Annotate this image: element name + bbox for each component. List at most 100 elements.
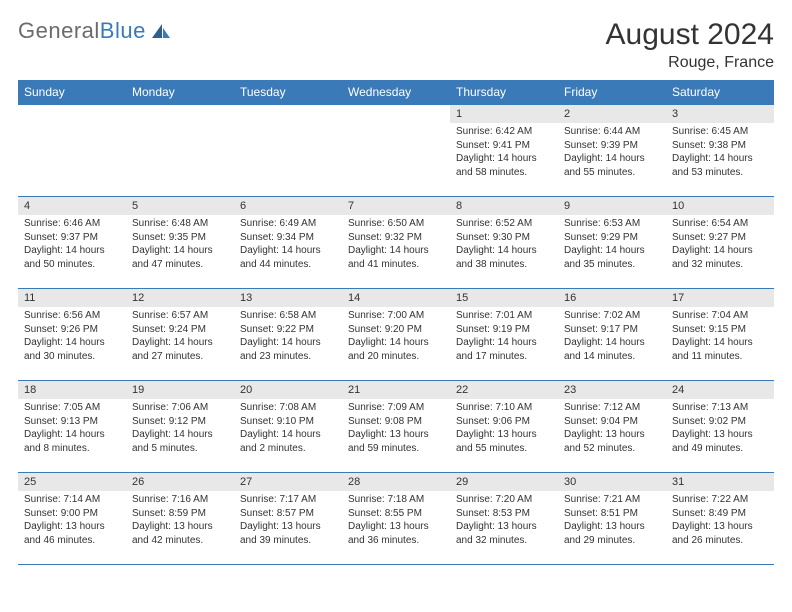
day-details: Sunrise: 7:09 AMSunset: 9:08 PMDaylight:… bbox=[342, 399, 450, 459]
day-details: Sunrise: 6:52 AMSunset: 9:30 PMDaylight:… bbox=[450, 215, 558, 275]
day-details: Sunrise: 7:10 AMSunset: 9:06 PMDaylight:… bbox=[450, 399, 558, 459]
calendar-cell: 4Sunrise: 6:46 AMSunset: 9:37 PMDaylight… bbox=[18, 197, 126, 289]
calendar-row: 18Sunrise: 7:05 AMSunset: 9:13 PMDayligh… bbox=[18, 381, 774, 473]
day-details: Sunrise: 7:12 AMSunset: 9:04 PMDaylight:… bbox=[558, 399, 666, 459]
day-details: Sunrise: 7:00 AMSunset: 9:20 PMDaylight:… bbox=[342, 307, 450, 367]
calendar-cell: 30Sunrise: 7:21 AMSunset: 8:51 PMDayligh… bbox=[558, 473, 666, 565]
day-number: 30 bbox=[558, 473, 666, 491]
day-number: 20 bbox=[234, 381, 342, 399]
day-number: 23 bbox=[558, 381, 666, 399]
calendar-cell bbox=[234, 105, 342, 197]
day-details: Sunrise: 7:17 AMSunset: 8:57 PMDaylight:… bbox=[234, 491, 342, 551]
day-details: Sunrise: 7:02 AMSunset: 9:17 PMDaylight:… bbox=[558, 307, 666, 367]
calendar-cell: 1Sunrise: 6:42 AMSunset: 9:41 PMDaylight… bbox=[450, 105, 558, 197]
calendar-cell: 15Sunrise: 7:01 AMSunset: 9:19 PMDayligh… bbox=[450, 289, 558, 381]
calendar-cell: 18Sunrise: 7:05 AMSunset: 9:13 PMDayligh… bbox=[18, 381, 126, 473]
calendar-cell: 10Sunrise: 6:54 AMSunset: 9:27 PMDayligh… bbox=[666, 197, 774, 289]
day-details: Sunrise: 7:18 AMSunset: 8:55 PMDaylight:… bbox=[342, 491, 450, 551]
day-details: Sunrise: 7:20 AMSunset: 8:53 PMDaylight:… bbox=[450, 491, 558, 551]
calendar-cell: 13Sunrise: 6:58 AMSunset: 9:22 PMDayligh… bbox=[234, 289, 342, 381]
day-header: Tuesday bbox=[234, 80, 342, 105]
calendar-cell: 7Sunrise: 6:50 AMSunset: 9:32 PMDaylight… bbox=[342, 197, 450, 289]
day-details: Sunrise: 6:53 AMSunset: 9:29 PMDaylight:… bbox=[558, 215, 666, 275]
calendar-cell: 23Sunrise: 7:12 AMSunset: 9:04 PMDayligh… bbox=[558, 381, 666, 473]
day-number: 22 bbox=[450, 381, 558, 399]
day-header: Friday bbox=[558, 80, 666, 105]
calendar-cell: 21Sunrise: 7:09 AMSunset: 9:08 PMDayligh… bbox=[342, 381, 450, 473]
day-header: Monday bbox=[126, 80, 234, 105]
day-details: Sunrise: 6:46 AMSunset: 9:37 PMDaylight:… bbox=[18, 215, 126, 275]
day-header: Sunday bbox=[18, 80, 126, 105]
day-details: Sunrise: 7:08 AMSunset: 9:10 PMDaylight:… bbox=[234, 399, 342, 459]
day-details: Sunrise: 6:58 AMSunset: 9:22 PMDaylight:… bbox=[234, 307, 342, 367]
calendar-cell: 6Sunrise: 6:49 AMSunset: 9:34 PMDaylight… bbox=[234, 197, 342, 289]
day-header: Thursday bbox=[450, 80, 558, 105]
day-number: 12 bbox=[126, 289, 234, 307]
calendar-cell: 2Sunrise: 6:44 AMSunset: 9:39 PMDaylight… bbox=[558, 105, 666, 197]
calendar-cell: 3Sunrise: 6:45 AMSunset: 9:38 PMDaylight… bbox=[666, 105, 774, 197]
calendar-cell: 20Sunrise: 7:08 AMSunset: 9:10 PMDayligh… bbox=[234, 381, 342, 473]
header: GeneralBlue August 2024 Rouge, France bbox=[18, 18, 774, 72]
calendar-cell bbox=[18, 105, 126, 197]
day-details: Sunrise: 6:48 AMSunset: 9:35 PMDaylight:… bbox=[126, 215, 234, 275]
calendar-cell: 14Sunrise: 7:00 AMSunset: 9:20 PMDayligh… bbox=[342, 289, 450, 381]
calendar-cell: 19Sunrise: 7:06 AMSunset: 9:12 PMDayligh… bbox=[126, 381, 234, 473]
day-number: 3 bbox=[666, 105, 774, 123]
day-details: Sunrise: 7:01 AMSunset: 9:19 PMDaylight:… bbox=[450, 307, 558, 367]
calendar-cell: 28Sunrise: 7:18 AMSunset: 8:55 PMDayligh… bbox=[342, 473, 450, 565]
day-details: Sunrise: 6:49 AMSunset: 9:34 PMDaylight:… bbox=[234, 215, 342, 275]
day-number: 31 bbox=[666, 473, 774, 491]
logo: GeneralBlue bbox=[18, 18, 172, 44]
location: Rouge, France bbox=[606, 54, 774, 72]
day-details: Sunrise: 6:45 AMSunset: 9:38 PMDaylight:… bbox=[666, 123, 774, 183]
day-header-row: Sunday Monday Tuesday Wednesday Thursday… bbox=[18, 80, 774, 105]
day-number: 25 bbox=[18, 473, 126, 491]
day-details: Sunrise: 7:14 AMSunset: 9:00 PMDaylight:… bbox=[18, 491, 126, 551]
calendar-cell: 29Sunrise: 7:20 AMSunset: 8:53 PMDayligh… bbox=[450, 473, 558, 565]
day-number: 28 bbox=[342, 473, 450, 491]
day-details: Sunrise: 6:50 AMSunset: 9:32 PMDaylight:… bbox=[342, 215, 450, 275]
day-number: 2 bbox=[558, 105, 666, 123]
calendar-cell: 24Sunrise: 7:13 AMSunset: 9:02 PMDayligh… bbox=[666, 381, 774, 473]
day-details: Sunrise: 7:04 AMSunset: 9:15 PMDaylight:… bbox=[666, 307, 774, 367]
day-header: Saturday bbox=[666, 80, 774, 105]
day-details: Sunrise: 7:05 AMSunset: 9:13 PMDaylight:… bbox=[18, 399, 126, 459]
month-title: August 2024 bbox=[606, 18, 774, 52]
day-number: 5 bbox=[126, 197, 234, 215]
calendar-cell bbox=[126, 105, 234, 197]
calendar-cell: 16Sunrise: 7:02 AMSunset: 9:17 PMDayligh… bbox=[558, 289, 666, 381]
logo-text-2: Blue bbox=[100, 18, 146, 44]
day-number: 17 bbox=[666, 289, 774, 307]
calendar-cell: 12Sunrise: 6:57 AMSunset: 9:24 PMDayligh… bbox=[126, 289, 234, 381]
calendar-cell bbox=[342, 105, 450, 197]
calendar-cell: 31Sunrise: 7:22 AMSunset: 8:49 PMDayligh… bbox=[666, 473, 774, 565]
calendar-row: 11Sunrise: 6:56 AMSunset: 9:26 PMDayligh… bbox=[18, 289, 774, 381]
day-details: Sunrise: 7:13 AMSunset: 9:02 PMDaylight:… bbox=[666, 399, 774, 459]
day-number: 4 bbox=[18, 197, 126, 215]
calendar-row: 1Sunrise: 6:42 AMSunset: 9:41 PMDaylight… bbox=[18, 105, 774, 197]
calendar-cell: 25Sunrise: 7:14 AMSunset: 9:00 PMDayligh… bbox=[18, 473, 126, 565]
calendar-cell: 17Sunrise: 7:04 AMSunset: 9:15 PMDayligh… bbox=[666, 289, 774, 381]
calendar-cell: 26Sunrise: 7:16 AMSunset: 8:59 PMDayligh… bbox=[126, 473, 234, 565]
day-number: 8 bbox=[450, 197, 558, 215]
day-number: 19 bbox=[126, 381, 234, 399]
day-number: 27 bbox=[234, 473, 342, 491]
calendar-cell: 27Sunrise: 7:17 AMSunset: 8:57 PMDayligh… bbox=[234, 473, 342, 565]
calendar-cell: 22Sunrise: 7:10 AMSunset: 9:06 PMDayligh… bbox=[450, 381, 558, 473]
day-number: 16 bbox=[558, 289, 666, 307]
day-details: Sunrise: 7:21 AMSunset: 8:51 PMDaylight:… bbox=[558, 491, 666, 551]
calendar-row: 25Sunrise: 7:14 AMSunset: 9:00 PMDayligh… bbox=[18, 473, 774, 565]
day-number: 9 bbox=[558, 197, 666, 215]
day-number: 14 bbox=[342, 289, 450, 307]
logo-text-1: General bbox=[18, 18, 100, 44]
calendar-cell: 11Sunrise: 6:56 AMSunset: 9:26 PMDayligh… bbox=[18, 289, 126, 381]
day-number: 11 bbox=[18, 289, 126, 307]
day-details: Sunrise: 6:42 AMSunset: 9:41 PMDaylight:… bbox=[450, 123, 558, 183]
day-number: 7 bbox=[342, 197, 450, 215]
day-number: 15 bbox=[450, 289, 558, 307]
logo-sail-icon bbox=[150, 22, 172, 40]
day-details: Sunrise: 7:06 AMSunset: 9:12 PMDaylight:… bbox=[126, 399, 234, 459]
day-details: Sunrise: 7:16 AMSunset: 8:59 PMDaylight:… bbox=[126, 491, 234, 551]
day-number: 18 bbox=[18, 381, 126, 399]
calendar-table: Sunday Monday Tuesday Wednesday Thursday… bbox=[18, 80, 774, 565]
